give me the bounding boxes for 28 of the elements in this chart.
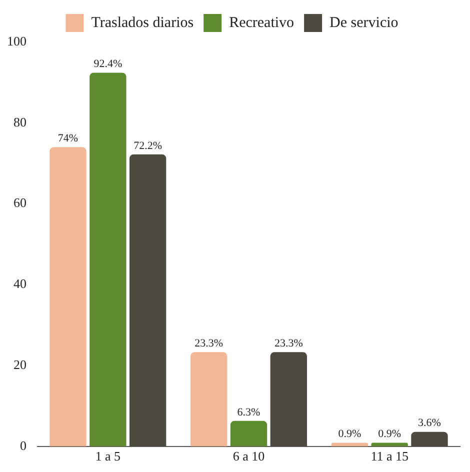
y-tick-label: 100: [7, 33, 26, 48]
y-tick-label: 20: [14, 356, 26, 372]
data-label: 0.9%: [338, 428, 362, 440]
y-tick-label: 0: [20, 438, 26, 453]
data-label: 3.6%: [418, 417, 441, 430]
data-label: 6.3%: [237, 406, 260, 418]
bar: [190, 352, 228, 446]
x-tick-label: 6 a 10: [232, 448, 265, 464]
bar: [270, 352, 308, 446]
y-tick-label: 60: [14, 195, 26, 210]
y-tick-label: 80: [14, 114, 26, 130]
data-label: 0.9%: [378, 428, 402, 440]
data-label: 72.2%: [134, 140, 162, 152]
y-tick-label: 40: [14, 276, 26, 292]
bar: [50, 147, 86, 446]
x-tick-label: 11 a 15: [370, 448, 408, 464]
data-label: 74%: [58, 132, 78, 145]
x-tick-label: 1 a 5: [95, 448, 121, 464]
bar: [411, 432, 448, 446]
bar: [90, 72, 126, 446]
bar: [230, 420, 268, 446]
legend-label: De servicio: [330, 14, 398, 31]
bar: [129, 154, 166, 446]
data-label: 92.4%: [94, 58, 122, 70]
data-label: 23.3%: [194, 338, 224, 350]
legend-label: Traslados diarios: [91, 14, 194, 31]
legend-label: Recreativo: [229, 14, 294, 31]
data-label: 23.3%: [274, 338, 303, 350]
